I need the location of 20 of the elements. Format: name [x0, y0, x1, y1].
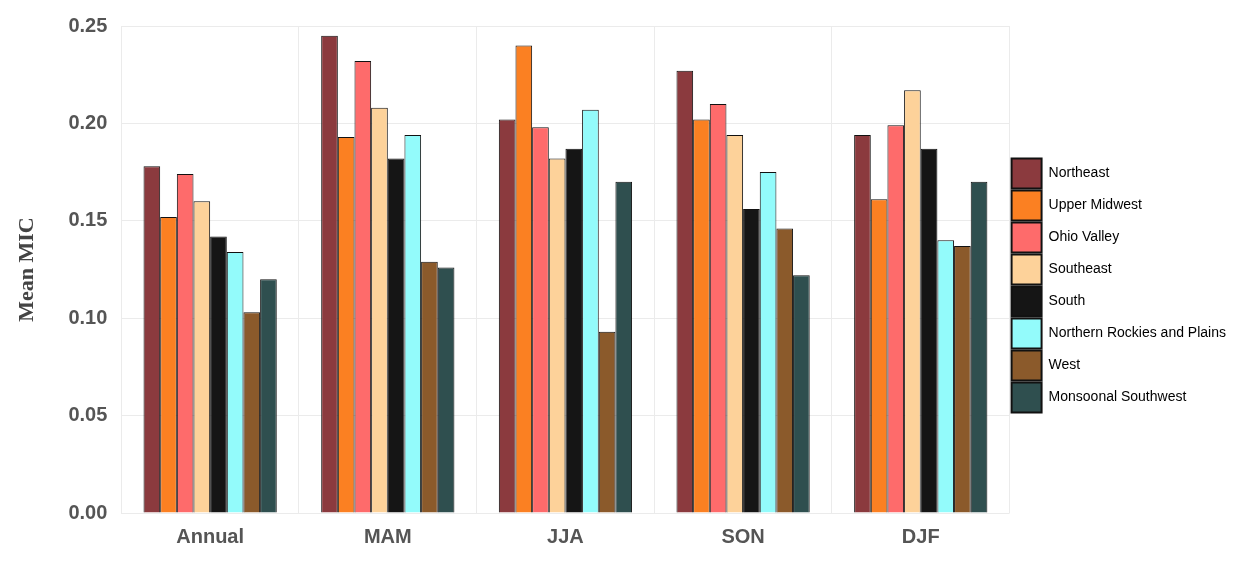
y-axis-title: Mean MIC — [12, 217, 38, 322]
legend-label: Upper Midwest — [1048, 196, 1143, 213]
y-tick-label: 0.25 — [68, 13, 108, 36]
legend-label: South — [1048, 292, 1086, 309]
x-tick-label: SON — [721, 524, 765, 547]
x-tick-label: DJF — [901, 524, 940, 547]
x-tick-label: Annual — [176, 524, 245, 547]
y-tick-label: 0.15 — [68, 208, 108, 231]
legend-label: Northeast — [1048, 164, 1110, 181]
legend-label: Ohio Valley — [1048, 228, 1120, 245]
x-tick-label: MAM — [363, 524, 412, 547]
legend-label: West — [1048, 356, 1081, 373]
y-tick-label: 0.05 — [68, 403, 108, 426]
legend-label: Monsoonal Southwest — [1048, 388, 1187, 405]
y-tick-label: 0.00 — [68, 500, 108, 523]
y-tick-label: 0.10 — [68, 305, 108, 328]
legend-label: Southeast — [1048, 260, 1112, 277]
x-tick-label: JJA — [547, 524, 584, 547]
y-tick-label: 0.20 — [68, 110, 108, 133]
legend-label: Northern Rockies and Plains — [1048, 324, 1226, 341]
